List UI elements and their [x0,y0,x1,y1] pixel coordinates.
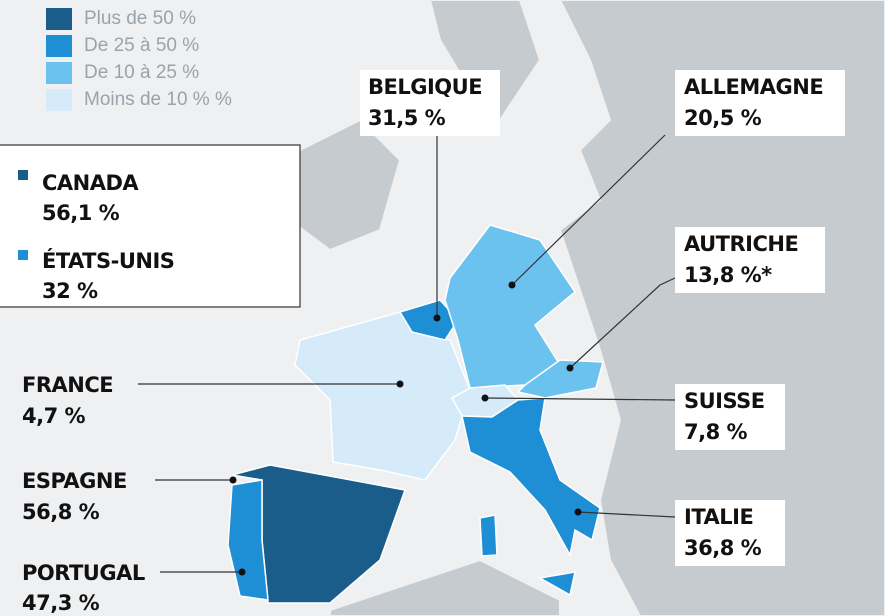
country-value: 31,5 % [368,106,446,130]
country-value: 32 % [42,279,98,303]
country-name: BELGIQUE [368,75,482,99]
dot [433,314,441,322]
north-america-box: CANADA 56,1 % ÉTATS-UNIS 32 % [0,144,301,308]
legend-swatch [46,89,72,111]
dot [574,508,582,516]
belgique [398,299,459,341]
country-value: 20,5 % [684,106,762,130]
country-value: 13,8 %* [684,263,772,287]
country-value: 56,1 % [42,201,120,225]
dot [508,281,516,289]
country-value: 4,7 % [22,404,86,428]
countries [227,224,604,604]
label-bg [675,500,785,566]
bullet [18,250,28,260]
leader [484,397,676,401]
dot [481,394,489,402]
bullet [18,170,28,180]
country-name: ÉTATS-UNIS [42,248,174,273]
legend-label: Moins de 10 % % [84,89,232,110]
country-name: AUTRICHE [684,232,798,256]
italie [461,397,601,558]
label-backgrounds [360,70,845,566]
leader [577,511,676,518]
sardaigne [479,514,498,557]
country-name: ITALIE [684,505,753,529]
legend-label: De 25 à 50 % [84,35,199,56]
label-bg [675,227,825,293]
legend-swatch [46,35,72,57]
dot [238,568,246,576]
label-bg [360,70,500,136]
dot [396,380,404,388]
country-value: 7,8 % [684,420,748,444]
country-name: CANADA [42,171,139,195]
country-name: PORTUGAL [22,561,145,585]
sicile [537,571,576,597]
leader [569,277,676,369]
country-labels: BELGIQUE 31,5 % ALLEMAGNE 20,5 % AUTRICH… [22,75,824,615]
legend-label: Plus de 50 % [84,8,196,29]
leader [511,134,666,286]
dot [566,364,574,372]
country-name: ESPAGNE [22,469,127,493]
country-name: SUISSE [684,389,765,413]
legend-swatch [46,62,72,84]
country-name: FRANCE [22,373,113,397]
label-bg [675,384,785,450]
legend-label: De 10 à 25 % [84,62,199,83]
country-name: ALLEMAGNE [684,75,823,99]
country-value: 36,8 % [684,536,762,560]
label-bg [675,70,845,136]
country-value: 56,8 % [22,500,100,524]
legend: Plus de 50 % De 25 à 50 % De 10 à 25 % M… [46,8,232,111]
country-value: 47,3 % [22,591,100,615]
portugal [227,479,269,601]
land [248,0,885,616]
dot [229,476,237,484]
leaders [138,134,676,576]
legend-swatch [46,8,72,30]
box [0,144,301,308]
